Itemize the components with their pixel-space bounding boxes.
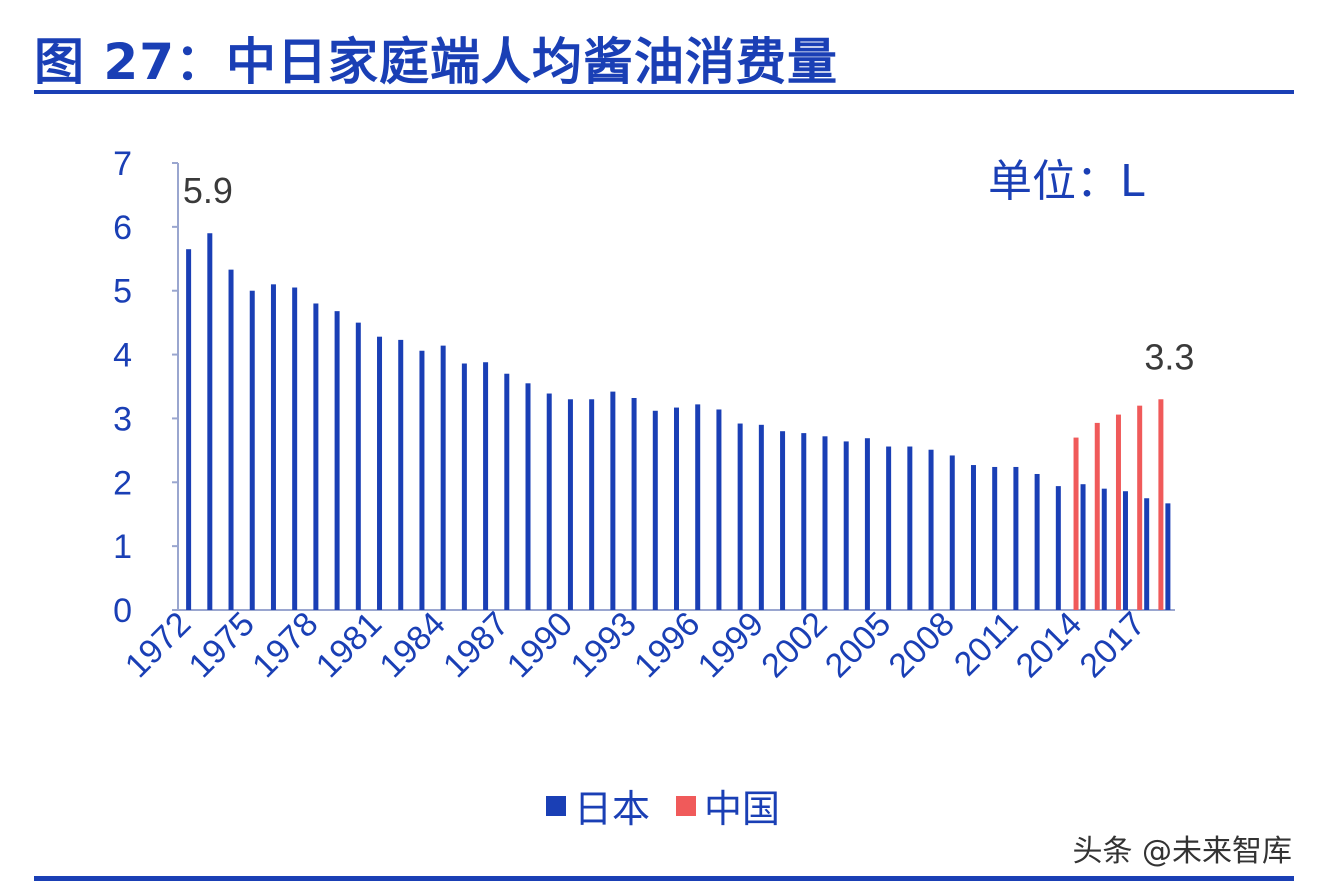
bar-japan-2004 [864,438,870,610]
bar-japan-2011 [1013,466,1019,610]
bar-japan-1985 [461,363,467,610]
bar-china-2014 [1073,437,1079,610]
bar-japan-1980 [355,322,361,610]
bar-japan-1994 [652,410,658,610]
y-axis: 0 1 2 3 4 5 6 7 [113,145,179,630]
legend-item-china: 中国 [676,778,780,833]
x-tick-label: 1999 [691,605,771,685]
bar-japan-2007 [928,449,934,610]
bottom-divider [34,876,1294,881]
bar-japan-2012 [1034,473,1040,610]
bar-china-2018 [1158,399,1164,610]
bar-china-2016 [1115,414,1121,610]
bar-japan-2010 [992,466,998,610]
bar-japan-1974 [228,269,234,610]
bar-japan-1975 [249,290,255,610]
bar-japan-1987 [504,373,510,610]
bar-japan-2003 [843,441,849,610]
data-label-2018: 3.3 [1144,336,1194,377]
bar-japan-1982 [398,339,404,610]
x-tick-label: 2017 [1072,605,1152,685]
bar-japan-1984 [440,345,446,610]
data-labels: 5.9 3.3 [183,170,1195,377]
bar-japan-1989 [546,393,552,610]
bar-japan-1990 [567,399,573,610]
bar-japan-1992 [610,391,616,610]
bar-japan-2017 [1144,498,1150,610]
bar-japan-2002 [822,436,828,610]
x-axis: 1972197519781981198419871990199319961999… [118,605,1175,685]
data-label-1973: 5.9 [183,170,233,211]
x-tick-label: 1993 [563,605,643,685]
y-tick-label: 3 [113,400,132,438]
bar-japan-1993 [631,397,637,610]
bar-japan-1979 [334,311,340,610]
bar-japan-1996 [695,404,701,610]
bar-japan-1991 [589,399,595,610]
bar-japan-2009 [970,465,976,610]
bar-japan-2016 [1122,491,1128,610]
x-tick-label: 2005 [818,605,898,685]
legend-label-japan: 日本 [574,787,651,831]
y-tick-label: 6 [113,209,132,247]
bar-japan-2006 [907,446,913,610]
x-tick-label: 1987 [436,605,516,685]
bar-japan-1983 [419,350,425,610]
bar-japan-2014 [1080,484,1086,610]
bar-japan-2000 [780,431,786,610]
bar-japan-1997 [716,409,722,610]
y-tick-label: 4 [113,337,132,375]
bar-japan-1995 [674,407,679,610]
bar-japan-2018 [1165,503,1171,610]
bar-japan-1986 [483,362,489,610]
bar-japan-1973 [207,233,213,610]
bar-japan-2015 [1101,488,1107,610]
x-tick-label: 1975 [182,605,262,685]
x-tick-label: 2002 [754,605,834,685]
x-tick-label: 1984 [372,605,452,685]
x-tick-label: 1996 [627,605,707,685]
y-tick-label: 7 [113,145,132,183]
bar-japan-1998 [737,423,743,610]
bar-japan-2005 [886,446,892,610]
y-tick-label: 5 [113,273,132,311]
legend: 日本 中国 [546,778,780,833]
bar-japan-1999 [758,424,764,610]
chart-title: 图 27：中日家庭端人均酱油消费量 [34,33,838,91]
legend-label-china: 中国 [704,787,781,831]
y-tick-label: 0 [113,592,132,630]
x-tick-label: 1981 [309,605,389,685]
bar-china-2015 [1094,422,1100,610]
bar-japan-1978 [313,303,319,610]
x-tick-label: 1978 [245,605,325,685]
x-tick-label: 1990 [500,605,580,685]
x-tick-label: 2014 [1009,605,1089,685]
watermark: 头条 @未来智库 [1072,834,1292,869]
legend-swatch-japan [546,795,566,816]
bar-japan-2013 [1055,486,1061,610]
bar-japan-1981 [377,336,383,610]
bar-japan-1977 [292,287,298,610]
legend-swatch-china [676,795,697,816]
bar-japan-1976 [270,284,276,610]
unit-label: 单位：L [988,156,1145,207]
bar-japan-2008 [949,455,955,610]
bar-japan-1972 [186,249,192,610]
top-divider [34,90,1294,94]
x-tick-label: 2011 [947,605,1026,684]
bars [186,233,1171,610]
y-tick-label: 2 [113,464,132,502]
bar-japan-1988 [525,383,531,610]
bar-japan-2001 [801,433,807,610]
x-tick-label: 2008 [882,605,962,685]
legend-item-japan: 日本 [546,778,650,833]
bar-china-2017 [1137,405,1143,610]
y-tick-label: 1 [113,528,132,566]
